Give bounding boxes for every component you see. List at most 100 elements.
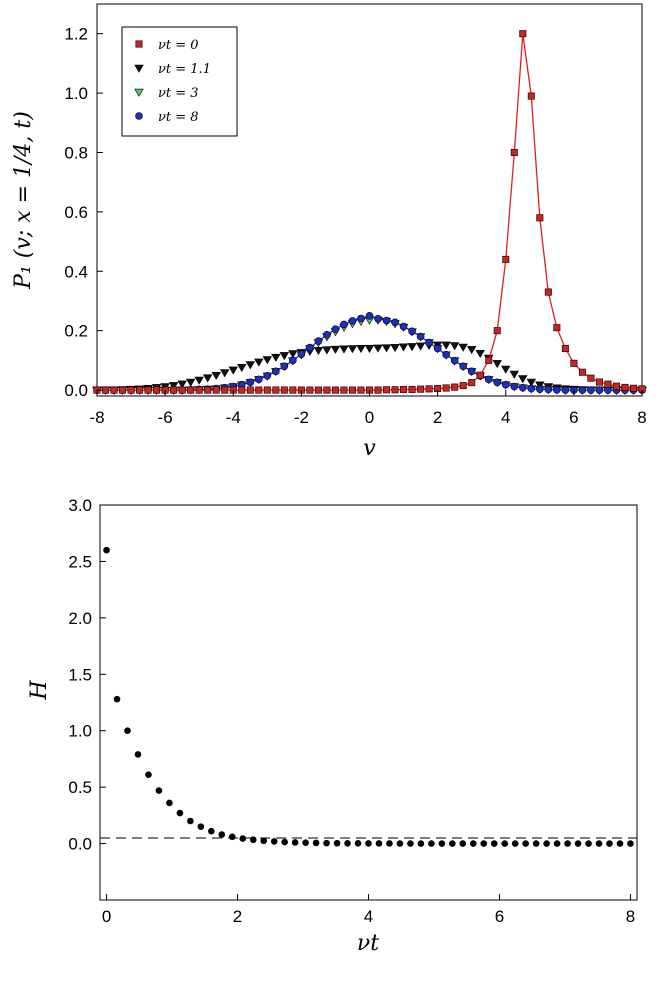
yticks-top: 0.0 0.2 0.4 0.6 0.8 1.0 1.2 — [64, 25, 103, 400]
data-point — [178, 386, 186, 394]
data-point — [553, 324, 561, 332]
data-point — [606, 840, 613, 847]
x-tick-label: 4 — [501, 408, 510, 427]
data-point — [297, 350, 306, 358]
x-tick-label: 4 — [364, 907, 373, 926]
data-point — [441, 341, 451, 350]
ylabel-top: P₁ (v; x = 1/4, t) — [11, 111, 36, 290]
data-point — [228, 833, 236, 841]
data-point — [398, 343, 409, 352]
data-point — [510, 382, 519, 391]
data-point — [553, 385, 561, 394]
data-point — [280, 386, 288, 394]
data-point — [333, 839, 341, 847]
data-point — [228, 366, 238, 375]
data-point — [280, 362, 289, 371]
data-point — [417, 840, 425, 847]
data-point — [272, 386, 280, 394]
data-point — [425, 385, 433, 393]
data-point — [365, 840, 372, 847]
data-point — [519, 30, 527, 38]
data-point — [407, 840, 414, 847]
x-tick-label: 0 — [365, 408, 374, 427]
data-point — [485, 356, 493, 364]
data-point — [490, 840, 498, 847]
data-point — [595, 378, 603, 386]
data-point — [428, 840, 435, 847]
data-point — [246, 386, 254, 394]
legend-marker — [134, 88, 144, 97]
series-h — [103, 546, 634, 847]
data-point — [493, 378, 502, 387]
x-tick-label: 8 — [637, 408, 646, 427]
data-point — [526, 378, 537, 387]
data-point — [237, 363, 247, 372]
data-point — [176, 809, 184, 817]
data-point — [459, 362, 467, 371]
data-point — [289, 386, 297, 394]
data-point — [564, 840, 571, 847]
legend-entries: νt = 0 νt = 1.1 νt = 3 νt = 8 — [134, 38, 211, 125]
data-point — [246, 378, 255, 387]
data-point — [544, 288, 552, 296]
data-point — [475, 349, 485, 359]
data-point — [220, 369, 230, 378]
data-point — [271, 353, 281, 362]
data-point — [323, 331, 331, 339]
data-point — [177, 380, 187, 389]
data-point — [375, 840, 383, 847]
data-point — [381, 344, 392, 353]
data-point — [119, 386, 127, 394]
data-point — [501, 840, 509, 847]
data-point — [306, 386, 314, 394]
data-point — [466, 346, 477, 355]
data-point — [438, 840, 446, 847]
data-point — [124, 727, 131, 735]
data-point — [442, 350, 450, 359]
data-point — [382, 316, 391, 325]
data-point — [374, 314, 382, 323]
data-point — [103, 546, 110, 554]
data-point — [194, 376, 204, 385]
xticks-top: -8 -6 -4 -2 0 2 4 6 8 — [89, 390, 647, 427]
chart-bottom: 0 2 4 6 8 0.0 0.5 1.0 1.5 2.0 2.5 3.0 νt H — [27, 496, 638, 956]
data-point — [313, 347, 324, 356]
data-point — [170, 386, 178, 394]
data-point — [561, 386, 570, 394]
x-tick-label: 0 — [102, 907, 111, 926]
data-point — [587, 386, 595, 394]
data-point — [425, 338, 433, 347]
data-point — [102, 386, 110, 394]
data-point — [306, 343, 314, 352]
data-point — [383, 386, 391, 394]
data-point — [527, 92, 535, 100]
data-point — [391, 386, 399, 394]
data-point — [323, 839, 330, 847]
data-point — [344, 840, 351, 847]
data-point — [208, 827, 215, 835]
data-point — [442, 384, 450, 392]
data-point — [254, 358, 264, 367]
data-point — [155, 787, 163, 794]
data-point — [574, 840, 582, 847]
data-point — [187, 817, 194, 825]
data-point — [136, 386, 144, 394]
data-point — [357, 386, 365, 394]
data-point — [484, 375, 493, 384]
legend-marker — [135, 112, 143, 120]
data-point — [408, 385, 416, 393]
data-point — [522, 840, 529, 847]
data-point — [134, 751, 142, 758]
data-point — [480, 840, 488, 847]
data-point — [348, 386, 356, 394]
x-tick-label: 2 — [433, 408, 442, 427]
data-point — [302, 839, 309, 846]
data-point — [153, 386, 161, 394]
data-point — [561, 344, 569, 352]
data-point — [578, 386, 587, 394]
data-point — [347, 345, 358, 354]
data-point — [262, 356, 273, 365]
data-point — [331, 325, 340, 333]
legend: νt = 0 νt = 1.1 νt = 3 νt = 8 — [121, 26, 238, 137]
x-tick-label: 2 — [233, 907, 242, 926]
